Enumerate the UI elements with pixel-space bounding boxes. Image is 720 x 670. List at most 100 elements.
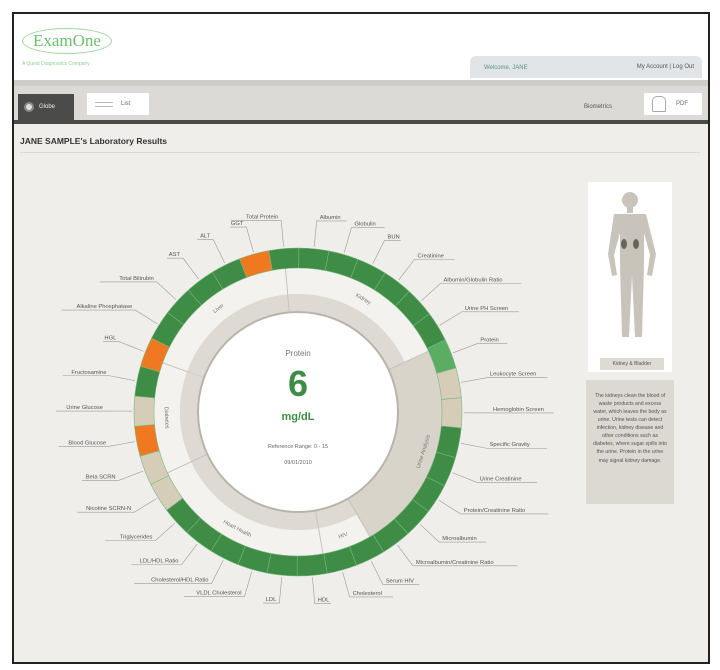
category-divider [347, 498, 371, 537]
test-date: 09/01/2010 [284, 460, 312, 466]
test-label[interactable]: HGL [104, 336, 117, 342]
test-label[interactable]: BUN [387, 235, 399, 241]
test-label[interactable]: AST [169, 252, 181, 258]
toolbar: Globe List Biometrics PDF [14, 86, 708, 124]
leader-line [460, 443, 547, 449]
test-label[interactable]: Triglycerides [120, 535, 153, 541]
category-divider [314, 510, 324, 554]
leader-line [230, 226, 254, 253]
logo-tagline: A Quest Diagnostics Company [22, 61, 90, 67]
test-label[interactable]: VLDL Cholesterol [196, 590, 241, 596]
test-segment[interactable] [133, 395, 156, 427]
leader-line [103, 341, 144, 352]
leader-line [105, 522, 175, 541]
test-label[interactable]: LDL/HDL Ratio [140, 559, 179, 565]
leader-line [398, 259, 455, 281]
test-segment[interactable] [296, 553, 328, 577]
test-label[interactable]: Urine Creatinine [480, 476, 522, 482]
test-label[interactable]: Albumin [320, 215, 341, 221]
organ-button[interactable]: Kidney & Bladder [600, 358, 664, 370]
leader-line [370, 560, 420, 585]
test-label[interactable]: Protein/Creatinine Ratio [464, 508, 526, 514]
tab-list[interactable]: List [87, 93, 149, 115]
test-segment[interactable] [440, 397, 463, 429]
test-label[interactable]: Alkaline Phosphatase [77, 304, 133, 310]
test-label[interactable]: GGT [231, 221, 244, 227]
leader-line [58, 441, 135, 447]
test-label[interactable]: Microalbumin [442, 536, 476, 542]
category-arc[interactable] [180, 371, 208, 462]
leader-line [313, 220, 347, 247]
category-arc[interactable] [191, 454, 319, 530]
category-arc[interactable] [315, 498, 357, 529]
app-frame: ExamOne A Quest Diagnostics Company Welc… [12, 12, 710, 664]
leader-line [82, 470, 144, 481]
category-label: Diabetes [163, 407, 170, 429]
test-label[interactable]: Hemoglobin Screen [493, 407, 544, 413]
test-label[interactable]: Blood Glucose [68, 440, 106, 446]
test-label[interactable]: Leukocyte Screen [490, 372, 536, 378]
test-label[interactable]: Total Bilirubin [119, 276, 153, 282]
test-label[interactable]: Beta SCRN [86, 474, 116, 480]
test-label[interactable]: Specific Gravity [490, 442, 530, 448]
test-segment[interactable] [239, 250, 273, 278]
divider [20, 152, 700, 153]
leader-line [77, 498, 157, 513]
test-label[interactable]: Cholesterol [353, 591, 382, 597]
pdf-button[interactable]: PDF [644, 93, 702, 115]
test-label[interactable]: Serum HIV [386, 578, 414, 584]
test-label[interactable]: Urine PH Screen [465, 306, 509, 312]
test-label[interactable]: HDL [318, 597, 330, 603]
tab-globe[interactable]: Globe [18, 94, 74, 120]
account-bar: Welcome, JANE My Account | Log Out [470, 56, 702, 78]
printer-icon [652, 96, 666, 112]
test-label[interactable]: Protein [480, 338, 498, 344]
reference-range: Reference Range: 0 - 15 [268, 444, 328, 450]
leader-line [342, 571, 393, 598]
leader-line [343, 227, 385, 253]
kidney-icon [621, 239, 627, 249]
test-segment[interactable] [268, 247, 300, 271]
category-label: HIV [338, 532, 349, 541]
test-label[interactable]: ALT [200, 234, 211, 240]
center-disc [197, 311, 399, 513]
category-divider [167, 453, 208, 474]
test-label[interactable]: Cholesterol/HDL Ratio [151, 577, 208, 583]
test-label[interactable]: Fructosamine [71, 370, 106, 376]
test-label[interactable]: Creatinine [417, 253, 443, 259]
test-label[interactable]: Urine Glucose [66, 405, 103, 411]
test-segment[interactable] [298, 247, 330, 271]
leader-line [452, 343, 508, 354]
center-test-name: Protein [285, 349, 310, 358]
divider [14, 80, 708, 86]
category-arc[interactable] [187, 294, 290, 378]
test-label[interactable]: LDL [266, 597, 277, 603]
test-label[interactable]: Nicotine SCRN-N [86, 506, 131, 512]
test-label[interactable]: Microalbumin/Creatinine Ratio [416, 560, 494, 566]
kidney-icon [633, 239, 639, 249]
organ-panel: Kidney & Bladder The kidneys clean the b… [586, 182, 674, 504]
category-divider [388, 350, 429, 371]
leader-line [131, 543, 198, 565]
tab-globe-label: Globe [39, 104, 56, 110]
logo[interactable]: ExamOne [22, 28, 112, 54]
leader-line [438, 499, 549, 515]
header: ExamOne A Quest Diagnostics Company Welc… [14, 14, 708, 80]
globe-icon [24, 102, 34, 112]
leader-line [231, 220, 284, 247]
tab-list-label: List [121, 101, 131, 107]
test-label[interactable]: Total Protein [246, 215, 278, 221]
account-links[interactable]: My Account | Log Out [636, 64, 694, 70]
body-diagram: Kidney & Bladder [588, 182, 672, 372]
leader-line [166, 257, 199, 280]
test-label[interactable]: Globulin [354, 222, 375, 228]
test-segment[interactable] [266, 553, 298, 577]
test-label[interactable]: Albumin/Globulin Ratio [444, 277, 503, 283]
list-icon [95, 101, 113, 107]
leader-line [397, 544, 518, 567]
leader-line [184, 571, 253, 597]
biometrics-link[interactable]: Biometrics [583, 104, 612, 110]
leader-line [197, 239, 226, 264]
leader-line [419, 524, 487, 543]
